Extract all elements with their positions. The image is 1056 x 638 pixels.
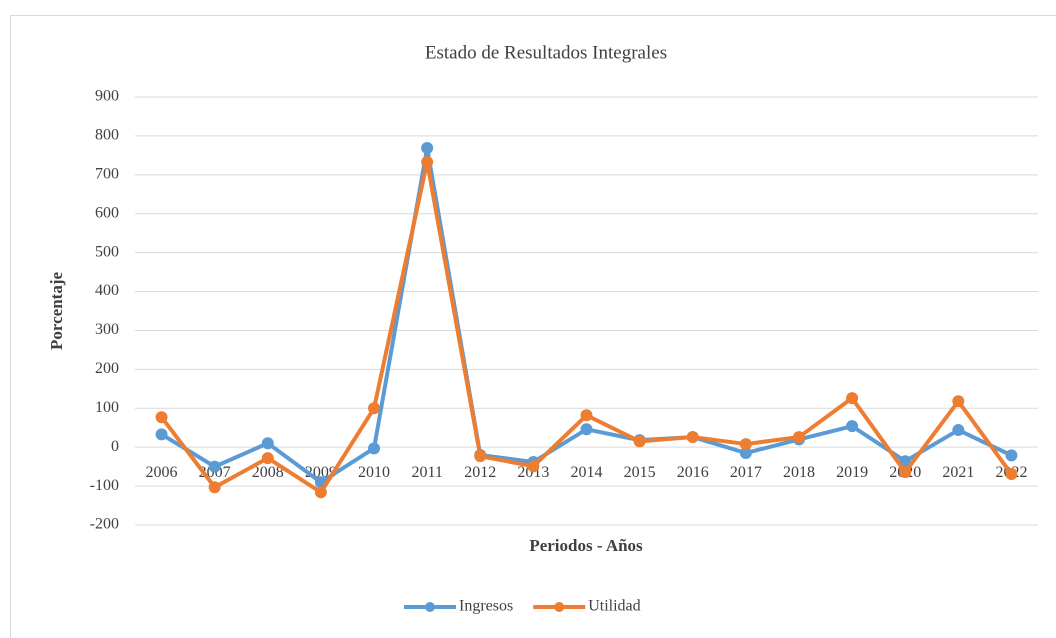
- data-point: [899, 455, 912, 468]
- data-point: [368, 442, 381, 455]
- data-point: [527, 460, 540, 473]
- data-point: [739, 447, 752, 460]
- x-tick-label: 2021: [942, 464, 974, 481]
- data-point: [421, 155, 434, 168]
- legend-marker: [554, 602, 565, 612]
- data-point: [1005, 468, 1018, 481]
- data-point: [952, 395, 965, 408]
- legend-label: Ingresos: [459, 598, 513, 615]
- x-tick-label: 2017: [730, 464, 762, 481]
- data-point: [899, 466, 912, 479]
- x-tick-label: 2016: [677, 464, 709, 481]
- data-point: [368, 402, 381, 415]
- x-tick-label: 2011: [411, 464, 442, 481]
- data-point: [952, 424, 965, 437]
- data-point: [155, 411, 168, 424]
- data-point: [261, 437, 274, 450]
- y-tick-label: 400: [95, 282, 119, 299]
- y-tick-label: -100: [90, 477, 119, 494]
- y-tick-label: 200: [95, 360, 119, 377]
- data-point: [421, 141, 434, 154]
- x-tick-label: 2010: [358, 464, 390, 481]
- data-point: [314, 486, 327, 499]
- data-point: [792, 431, 805, 444]
- x-tick-label: 2015: [624, 464, 656, 481]
- data-point: [739, 438, 752, 451]
- x-tick-label: 2019: [836, 464, 868, 481]
- y-tick-label: 900: [95, 88, 119, 105]
- y-tick-label: 0: [111, 438, 119, 455]
- y-tick-label: 700: [95, 165, 119, 182]
- data-point: [261, 452, 274, 465]
- x-axis-label: Periodos - Años: [529, 536, 643, 555]
- x-tick-label: 2013: [517, 464, 549, 481]
- data-point: [208, 481, 221, 494]
- chart-title: Estado de Resultados Integrales: [425, 42, 667, 63]
- x-tick-label: 2012: [464, 464, 496, 481]
- x-tick-label: 2018: [783, 464, 815, 481]
- data-point: [580, 409, 593, 422]
- data-point: [686, 431, 699, 444]
- data-point: [633, 435, 646, 448]
- x-tick-label: 2006: [146, 464, 178, 481]
- data-point: [846, 420, 859, 433]
- data-point: [580, 423, 593, 436]
- y-tick-label: -200: [90, 516, 119, 533]
- y-tick-label: 300: [95, 321, 119, 338]
- y-tick-label: 800: [95, 127, 119, 144]
- data-point: [474, 450, 487, 463]
- data-point: [155, 428, 168, 441]
- chart-area: [10, 15, 1056, 638]
- x-tick-label: 2014: [571, 464, 603, 481]
- y-axis-label: Porcentaje: [47, 272, 66, 350]
- data-point: [846, 392, 859, 405]
- y-tick-label: 500: [95, 243, 119, 260]
- data-point: [1005, 449, 1018, 462]
- y-tick-label: 600: [95, 204, 119, 221]
- x-tick-label: 2008: [252, 464, 284, 481]
- y-tick-label: 100: [95, 399, 119, 416]
- legend-marker: [425, 602, 435, 612]
- legend-label: Utilidad: [588, 598, 640, 615]
- data-point: [208, 460, 221, 473]
